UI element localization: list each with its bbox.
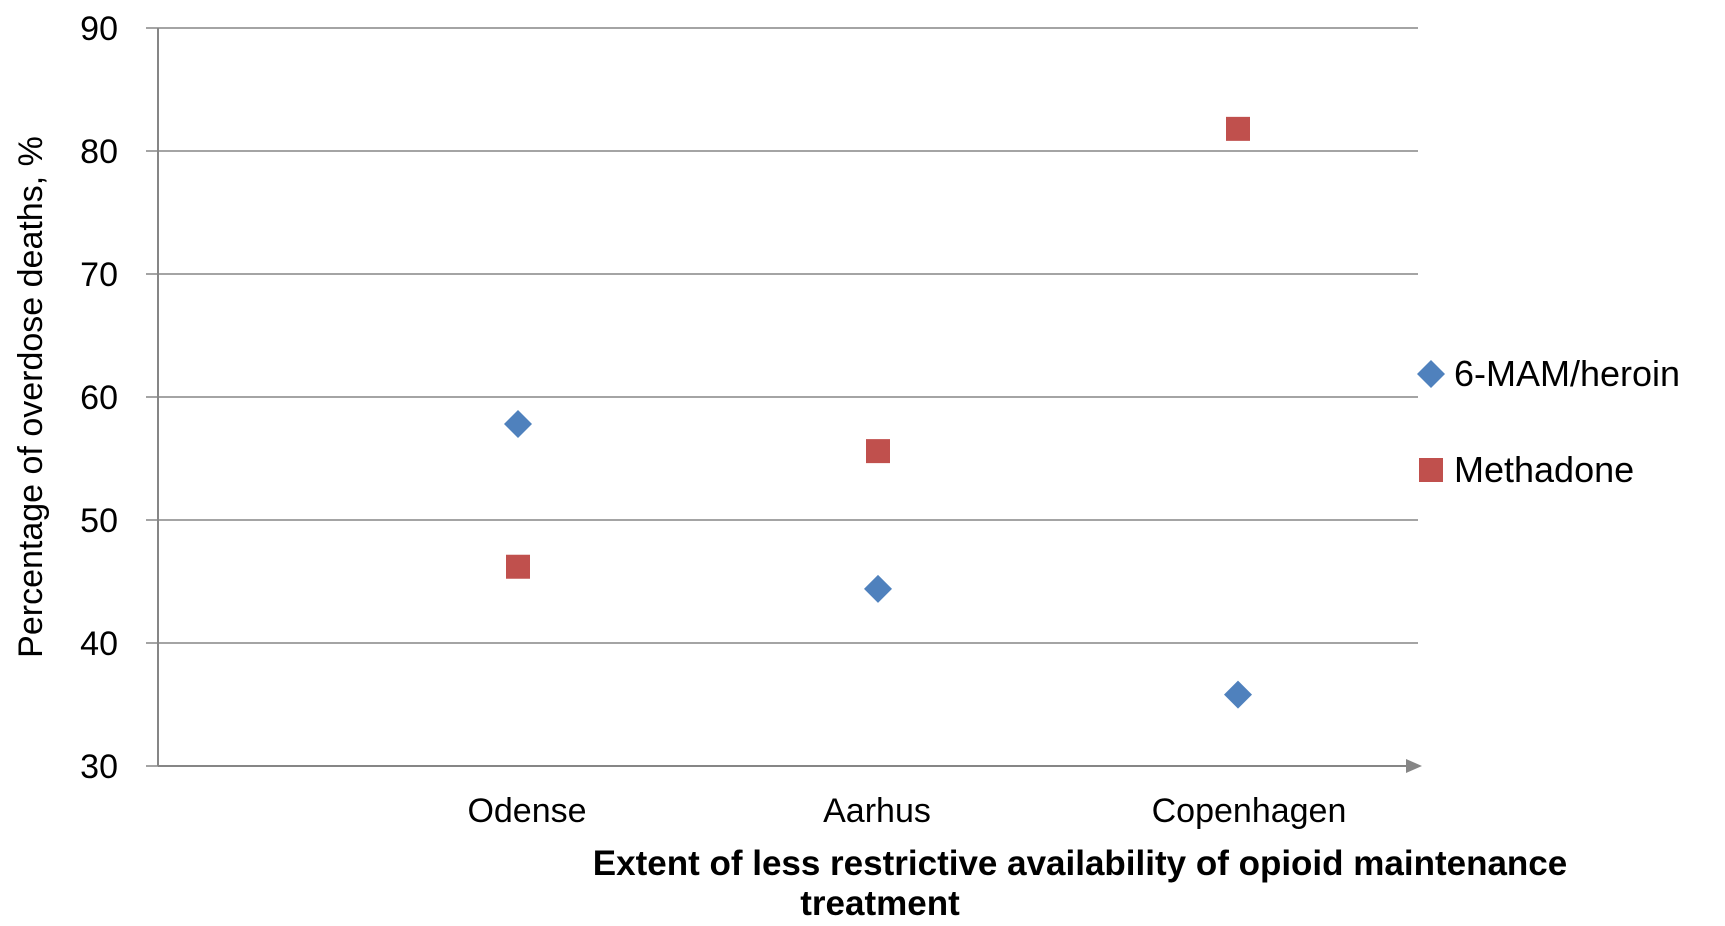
y-axis-title: Percentage of overdose deaths, % [12, 136, 50, 658]
y-tick-label: 70 [80, 256, 118, 294]
data-point [866, 439, 890, 464]
data-point [864, 574, 892, 603]
data-point [506, 554, 530, 579]
legend-label: Methadone [1454, 449, 1634, 490]
x-axis-category-labels: Odense Aarhus Copenhagen [467, 792, 1346, 830]
data-point [1224, 680, 1252, 709]
legend-marker [1419, 458, 1443, 482]
x-axis-title-line-2: treatment [800, 884, 960, 923]
legend-label: 6-MAM/heroin [1454, 353, 1680, 394]
legend: 6-MAM/heroin Methadone [1417, 353, 1680, 490]
gridlines [158, 27, 1418, 644]
axes [157, 28, 1422, 773]
y-tick-label: 90 [80, 10, 118, 48]
y-tick-label: 50 [80, 502, 118, 540]
x-axis-arrow [1406, 759, 1422, 773]
y-tick-label: 30 [80, 748, 118, 786]
x-category-label: Odense [467, 792, 586, 830]
x-axis-title-line-1: Extent of less restrictive availability … [593, 844, 1567, 883]
x-category-label: Aarhus [823, 792, 931, 830]
x-category-label: Copenhagen [1152, 792, 1347, 830]
y-tick-label: 60 [80, 379, 118, 417]
data-points [504, 116, 1252, 709]
data-point [504, 410, 532, 439]
data-point [1226, 116, 1250, 141]
legend-marker [1417, 360, 1445, 388]
y-tick-label: 40 [80, 625, 118, 663]
y-axis-ticks: 30 40 50 60 70 80 90 [80, 10, 158, 786]
y-tick-label: 80 [80, 133, 118, 171]
